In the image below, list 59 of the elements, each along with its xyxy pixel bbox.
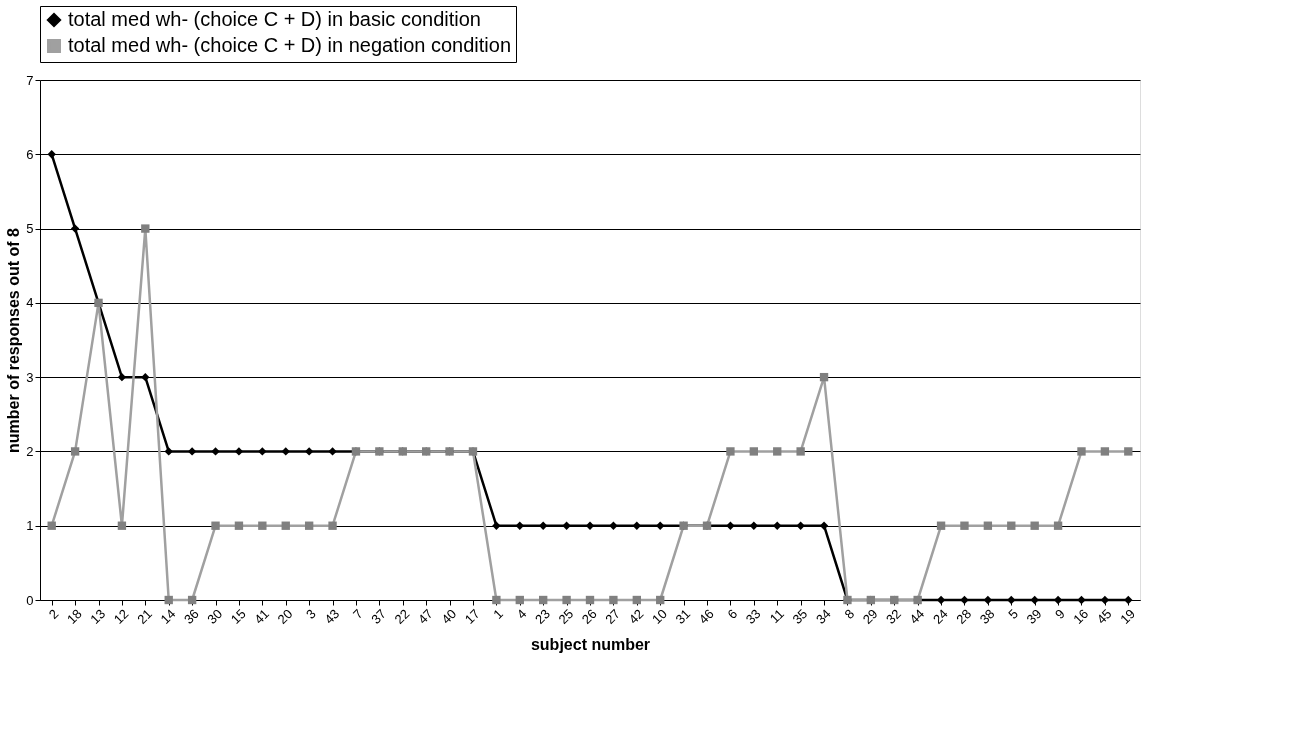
x-tick-label: 43: [321, 606, 343, 627]
x-tick-label: 14: [157, 606, 179, 627]
x-tick-label: 44: [906, 606, 928, 627]
x-tick-label: 12: [110, 606, 132, 627]
x-tick-label: 16: [1070, 606, 1092, 627]
x-tick-label: 45: [1093, 606, 1115, 627]
x-tick-label: 9: [1052, 606, 1068, 622]
x-tick-label: 22: [391, 606, 413, 627]
x-tick-label: 10: [649, 606, 670, 627]
y-tick-label: 7: [26, 72, 34, 88]
y-tick-label: 5: [26, 221, 34, 237]
x-tick-label: 26: [578, 606, 600, 627]
x-tick-label: 32: [883, 606, 904, 627]
x-tick-label: 8: [841, 606, 858, 622]
x-tick-label: 3: [303, 606, 319, 622]
x-tick-label: 4: [513, 606, 530, 622]
x-tick-label: 28: [953, 606, 975, 627]
x-tick-label: 29: [859, 606, 881, 627]
x-tick-label: 23: [532, 606, 553, 627]
x-tick-label: 27: [602, 606, 624, 627]
x-tick-label: 1: [490, 606, 507, 622]
y-tick-label: 4: [26, 295, 34, 311]
x-tick-label: 20: [274, 606, 296, 627]
x-tick-label: 13: [87, 606, 109, 627]
x-axis-title: subject number: [530, 635, 651, 653]
legend-label: total med wh- (choice C + D) in negation condition: [68, 34, 512, 56]
x-tick-label: 33: [742, 606, 764, 627]
y-tick-label: 0: [26, 592, 34, 608]
y-axis-title: number of responses out of 8: [5, 227, 23, 453]
x-tick-label: 24: [929, 606, 951, 627]
x-tick-label: 36: [180, 606, 202, 627]
x-tick-label: 18: [63, 606, 85, 627]
y-tick-label: 2: [26, 443, 34, 459]
legend-label: total med wh- (choice C + D) in basic condition: [68, 8, 481, 30]
x-tick-label: 11: [766, 606, 787, 627]
x-tick-label: 46: [695, 606, 717, 627]
x-tick-label: 34: [812, 606, 834, 627]
y-tick-label: 1: [26, 518, 34, 534]
y-tick-label: 3: [26, 369, 34, 385]
x-tick-label: 47: [415, 606, 436, 627]
x-tick-label: 31: [672, 606, 694, 627]
y-tick-label: 6: [26, 146, 34, 162]
x-tick-label: 17: [461, 606, 483, 627]
x-tick-label: 35: [789, 606, 811, 627]
x-tick-label: 30: [204, 606, 226, 627]
x-tick-label: 38: [976, 606, 998, 627]
x-tick-label: 7: [349, 606, 366, 622]
x-tick-label: 41: [251, 606, 273, 627]
x-tick-label: 15: [227, 606, 249, 627]
x-tick-label: 2: [45, 606, 62, 622]
x-tick-label: 39: [1023, 606, 1045, 627]
x-tick-label: 6: [724, 606, 741, 622]
x-tick-label: 5: [1005, 606, 1021, 622]
x-tick-label: 37: [368, 606, 390, 627]
x-tick-label: 42: [625, 606, 647, 627]
x-tick-label: 25: [555, 606, 577, 627]
x-tick-label: 40: [438, 606, 460, 627]
x-tick-label: 21: [134, 606, 156, 627]
x-tick-label: 19: [1117, 606, 1138, 627]
